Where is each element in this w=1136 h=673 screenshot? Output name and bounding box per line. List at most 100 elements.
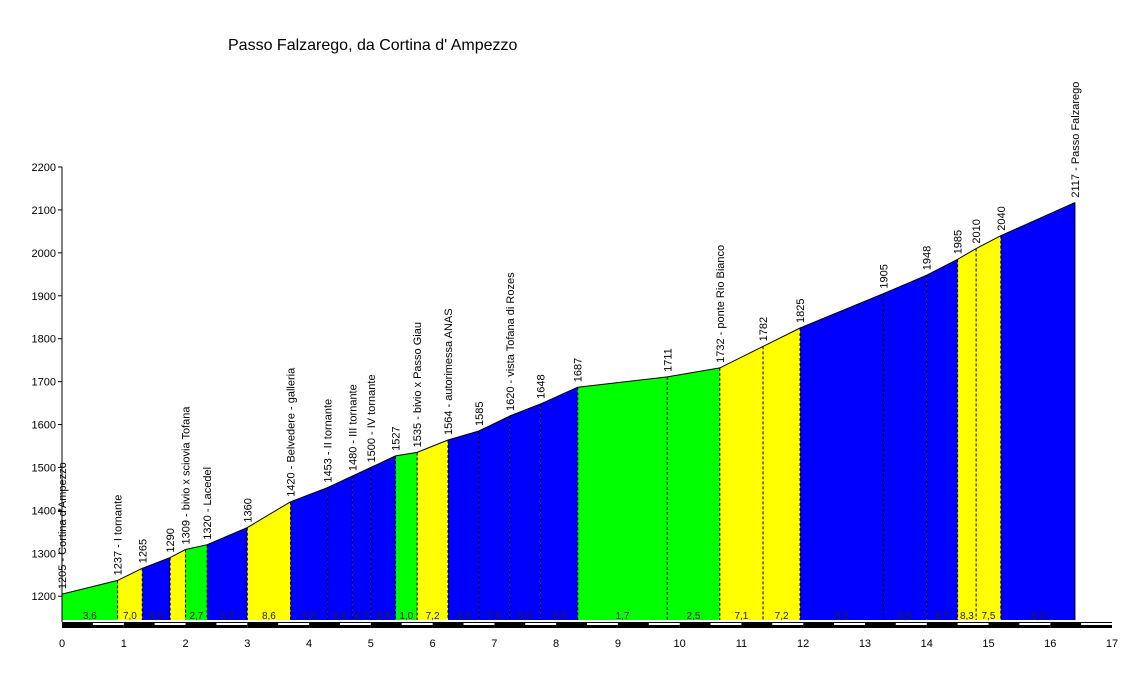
- point-label-13: 1564 - autorimessa ANAS: [443, 308, 455, 435]
- point-label-21: 1825: [795, 299, 807, 323]
- point-label-19: 1732 - ponte Rio Bianco: [715, 245, 727, 363]
- y-tick-label-1500: 1500: [32, 462, 56, 474]
- x-tick-label-13: 13: [859, 638, 871, 650]
- grade-label-5: 6,7: [220, 611, 234, 622]
- grade-label-6: 8,6: [262, 611, 276, 622]
- point-label-5: 1320 - Lacedel: [202, 467, 214, 540]
- point-label-6: 1360: [242, 498, 254, 522]
- segment-fill-8: [327, 476, 353, 620]
- x-tick-label-3: 3: [244, 638, 250, 650]
- grade-label-2: 5,6: [149, 611, 163, 622]
- x-tick-label-7: 7: [491, 638, 497, 650]
- segment-fill-14: [478, 416, 510, 620]
- x-tick-labels: 0 1 2 3 4 5 6 7 8 9 10 11 12 13 14 15 16 17: [59, 638, 1118, 650]
- x-tick-label-5: 5: [368, 638, 374, 650]
- point-label-11: 1527: [391, 426, 403, 450]
- x-bar-half-4: [339, 623, 371, 625]
- grade-label-11: 1,0: [399, 611, 413, 622]
- point-label-10: 1500 - IV tornante: [366, 374, 378, 462]
- grade-label-0: 3,6: [83, 611, 97, 622]
- y-tick-label-2000: 2000: [32, 248, 56, 260]
- x-bar-half-12: [834, 623, 865, 625]
- segment-fill-0: [62, 580, 118, 620]
- x-bar-half-15: [1019, 623, 1051, 625]
- x-bar-3: [247, 622, 310, 628]
- point-label-18: 1711: [662, 348, 674, 372]
- y-tick-labels: 1200 1300 1400 1500 1600 1700 1800 1900 2000 2100…: [32, 162, 56, 603]
- y-tick-label-1800: 1800: [32, 334, 56, 346]
- segment-fill-16: [540, 387, 578, 620]
- grade-label-10: 6,8: [376, 611, 390, 622]
- x-bar-9: [617, 622, 680, 628]
- y-tick-label-1600: 1600: [32, 420, 56, 432]
- x-tick-label-10: 10: [674, 638, 686, 650]
- x-axis-bar: [62, 622, 1112, 628]
- segment-dividers: [117, 235, 1002, 620]
- x-bar-15: [988, 622, 1051, 628]
- x-bar-6: [432, 622, 495, 628]
- point-label-20: 1782: [758, 317, 770, 341]
- point-label-27: 2117 - Passo Falzarego: [1070, 82, 1082, 198]
- x-bar-11: [741, 622, 804, 628]
- x-bar-half-7: [525, 623, 557, 625]
- segment-fill-25: [976, 235, 1001, 620]
- y-tick-label-2100: 2100: [32, 205, 56, 217]
- grade-label-8: 6,8: [333, 611, 347, 622]
- point-label-7: 1420 - Belvedere - galleria: [286, 367, 298, 497]
- segment-fill-4: [185, 544, 208, 620]
- point-label-0: 1205 - Cortina d'Ampezzo: [57, 462, 69, 589]
- x-tick-label-8: 8: [553, 638, 559, 650]
- x-bar-half-13: [895, 623, 927, 625]
- grade-label-17: 1,7: [616, 611, 630, 622]
- point-label-25: 2010: [971, 219, 983, 243]
- point-label-15: 1620 - vista Tofana di Rozes: [505, 272, 517, 411]
- segment-fill-10: [370, 455, 396, 620]
- x-bar-half-16: [1081, 623, 1112, 625]
- y-tick-label-2200: 2200: [32, 162, 56, 174]
- x-bar-half-14: [957, 623, 989, 625]
- x-bar-12: [803, 622, 865, 628]
- x-bar-half-9: [648, 623, 680, 625]
- point-label-17: 1687: [573, 358, 585, 382]
- grade-label-12: 7,2: [426, 611, 440, 622]
- x-bar-half-8: [587, 623, 618, 625]
- y-tick-label-1900: 1900: [32, 291, 56, 303]
- x-tick-label-9: 9: [615, 638, 621, 650]
- grade-label-20: 7,2: [775, 611, 789, 622]
- segment-fill-5: [207, 527, 248, 620]
- point-label-16: 1648: [536, 374, 548, 398]
- grade-label-25: 7,5: [982, 611, 996, 622]
- segment-fill-18: [667, 367, 720, 620]
- grade-label-4: 2,7: [189, 611, 203, 622]
- x-bar-half-5: [401, 623, 433, 625]
- grade-label-22: 5,6: [898, 611, 912, 622]
- segment-fill-15: [509, 403, 541, 620]
- segment-fill-26: [1000, 202, 1075, 620]
- grade-label-24: 8,3: [960, 611, 974, 622]
- y-tick-label-1200: 1200: [32, 591, 56, 603]
- segment-fill-24: [957, 248, 977, 620]
- point-label-26: 2040: [996, 206, 1008, 230]
- point-label-1: 1237 - I tornante: [113, 495, 125, 576]
- grade-label-16: 6,5: [552, 611, 566, 622]
- segment-fill-22: [883, 275, 927, 620]
- x-bar-half-10: [710, 623, 742, 625]
- axes: [58, 166, 63, 622]
- segment-fill-7: [290, 487, 328, 620]
- point-label-3: 1290: [165, 528, 177, 552]
- segment-fill-6: [247, 501, 291, 620]
- segment-fill-1: [117, 568, 143, 620]
- x-tick-label-0: 0: [59, 638, 65, 650]
- x-tick-label-6: 6: [430, 638, 436, 650]
- point-label-12: 1535 - bivio x Passo Giau: [412, 322, 424, 447]
- segment-fill-13: [448, 431, 479, 620]
- segment-fill-2: [142, 557, 171, 620]
- segment-fill-11: [395, 452, 418, 620]
- point-label-22: 1905: [879, 264, 891, 288]
- segment-fill-23: [926, 259, 958, 620]
- point-label-4: 1309 - bivio x sciovia Tofana: [181, 406, 193, 545]
- grade-label-1: 7,0: [123, 611, 137, 622]
- segment-fill-19: [719, 346, 763, 620]
- x-bar-half-2: [216, 623, 248, 625]
